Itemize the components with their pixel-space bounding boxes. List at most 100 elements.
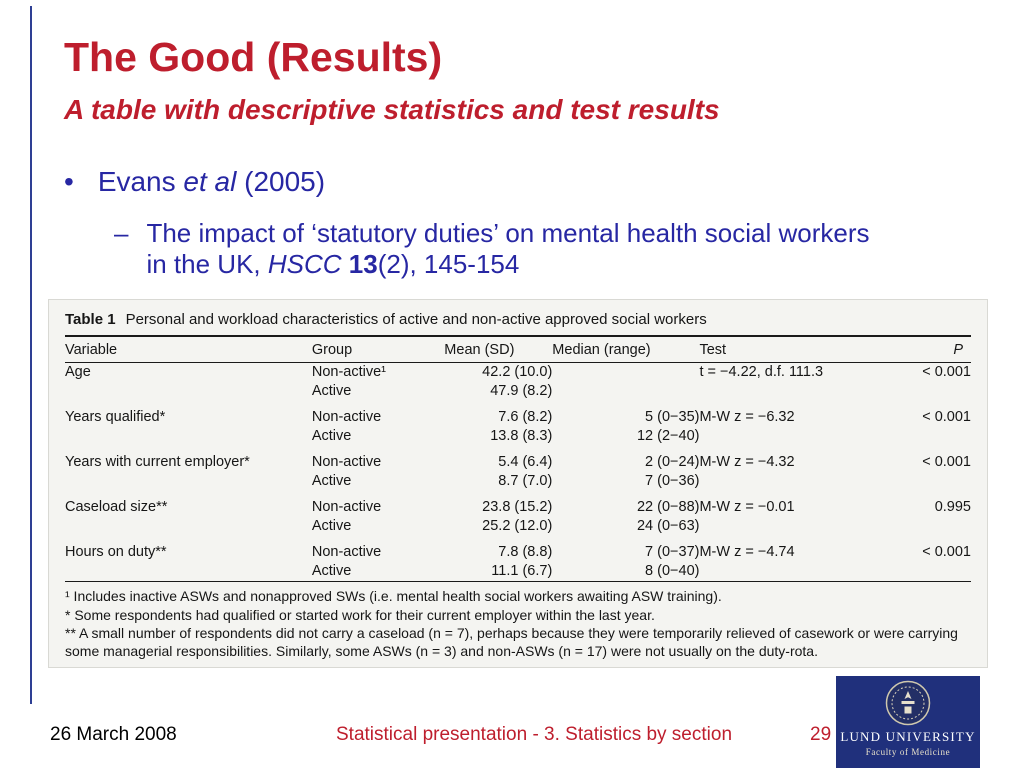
cell-test: M-W z = −4.32	[699, 454, 795, 470]
cell-p: < 0.001	[922, 544, 971, 560]
cell-p: < 0.001	[922, 364, 971, 380]
table-row: Active 11.1 (6.7) 8 (0−40)	[65, 562, 971, 582]
cell-group: Non-active	[311, 499, 382, 515]
cell-p	[890, 517, 971, 536]
table-row: Active 13.8 (8.3) 12 (2−40)	[65, 427, 971, 446]
table-caption-line: Table 1 Personal and workload characteris…	[65, 311, 971, 328]
sub-bullet-dash-icon: –	[114, 218, 129, 248]
cell-median: 24 (0−63)	[636, 518, 700, 534]
cell-median: 2 (0−24)	[645, 454, 700, 470]
sub-bullet-text: The impact of ‘statutory duties’ on ment…	[146, 218, 870, 279]
cell-test: t = −4.22, d.f. 111.3	[699, 364, 824, 380]
cell-group: Non-active	[311, 544, 382, 560]
table-row: Hours on duty** Non-active 7.8 (8.8) 7 (0−3…	[65, 536, 971, 562]
cell-group: Non-active	[311, 454, 382, 470]
cell-mean: 47.9 (8.2)	[490, 383, 553, 399]
footnote: * Some respondents had qualified or star…	[65, 606, 655, 623]
cell-p	[890, 427, 971, 446]
table-row: Years qualified* Non-active 7.6 (8.2) 5 (0−…	[65, 401, 971, 427]
cell-variable	[65, 517, 312, 536]
cell-p	[890, 472, 971, 491]
cell-variable: Years qualified*	[65, 409, 166, 425]
table-row: Active 8.7 (7.0) 7 (0−36)	[65, 472, 971, 491]
sub-bullet-item: – The impact of ‘statutory duties’ on me…	[114, 218, 886, 280]
table-figure: Table 1 Personal and workload characteris…	[48, 299, 988, 668]
cell-median: 7 (0−37)	[645, 544, 700, 560]
cell-median: 8 (0−40)	[645, 563, 700, 579]
column-header-p: P	[953, 342, 963, 358]
cell-p: 0.995	[934, 499, 971, 515]
table-row: Caseload size** Non-active 23.8 (15.2) 22 (…	[65, 491, 971, 517]
citation-et-al: et al	[183, 166, 237, 197]
column-header-median: Median (range)	[552, 342, 651, 358]
page-subtitle: A table with descriptive statistics and …	[64, 94, 720, 125]
cell-group: Non-active¹	[311, 364, 386, 380]
footnote: ¹ Includes inactive ASWs and nonapproved…	[65, 588, 722, 604]
logo-faculty-name: Faculty of Medicine	[865, 747, 951, 757]
cell-variable: Hours on duty**	[65, 544, 167, 560]
column-header-variable: Variable	[65, 342, 118, 358]
bullet-item: • Evans et al (2005)	[64, 166, 325, 198]
cell-variable: Age	[65, 364, 91, 380]
cell-mean: 5.4 (6.4)	[498, 454, 553, 470]
footnote: ** A small number of respondents did not…	[65, 625, 958, 659]
journal-abbreviation: HSCC	[267, 249, 342, 279]
cell-median: 22 (0−88)	[636, 499, 700, 515]
cell-test	[699, 517, 890, 536]
cell-variable	[65, 562, 312, 582]
cell-median: 7 (0−36)	[645, 473, 700, 489]
cell-median: 12 (2−40)	[636, 428, 700, 444]
cell-mean: 7.6 (8.2)	[498, 409, 553, 425]
cell-group: Non-active	[311, 409, 382, 425]
cell-mean: 8.7 (7.0)	[498, 473, 553, 489]
cell-variable: Years with current employer*	[65, 454, 250, 470]
column-header-test: Test	[699, 342, 727, 358]
table-caption: Personal and workload characteristics of…	[125, 311, 707, 328]
cell-p	[890, 382, 971, 401]
statistics-table: Variable Group Mean (SD) Median (range) Test…	[65, 335, 971, 582]
cell-mean: 42.2 (10.0)	[482, 364, 553, 380]
cell-variable	[65, 472, 312, 491]
cell-variable	[65, 382, 312, 401]
cell-mean: 11.1 (6.7)	[491, 563, 553, 579]
cell-test	[699, 472, 890, 491]
cell-p: < 0.001	[922, 409, 971, 425]
cell-variable: Caseload size**	[65, 499, 168, 515]
cell-test	[699, 382, 890, 401]
cell-mean: 23.8 (15.2)	[482, 499, 553, 515]
cell-test: M-W z = −4.74	[699, 544, 795, 560]
bullet-icon: •	[64, 166, 74, 197]
cell-p: < 0.001	[922, 454, 971, 470]
cell-variable	[65, 427, 312, 446]
table-header-row: Variable Group Mean (SD) Median (range) Test…	[65, 336, 971, 363]
cell-test	[699, 427, 890, 446]
cell-group: Active	[311, 428, 352, 444]
logo-university-name: LUND UNIVERSITY	[840, 729, 976, 744]
footer-page-number: 29	[810, 724, 832, 745]
footer-date: 26 March 2008	[50, 724, 177, 745]
lund-university-logo: LUND UNIVERSITY Faculty of Medicine	[836, 676, 980, 768]
cell-group: Active	[311, 518, 352, 534]
cell-group: Active	[311, 563, 352, 579]
cell-group: Active	[311, 383, 352, 399]
table-row: Age Non-active¹ 42.2 (10.0) t = −4.22, d.f.…	[65, 363, 971, 383]
table-label: Table 1	[65, 311, 116, 328]
cell-test	[699, 562, 890, 582]
footer-presentation-title: Statistical presentation - 3. Statistics…	[336, 724, 733, 745]
cell-test: M-W z = −0.01	[699, 499, 795, 515]
page-title: The Good (Results)	[64, 34, 443, 80]
cell-test: M-W z = −6.32	[699, 409, 795, 425]
cell-mean: 13.8 (8.3)	[490, 428, 553, 444]
cell-mean: 7.8 (8.8)	[498, 544, 553, 560]
cell-mean: 25.2 (12.0)	[482, 518, 553, 534]
table-row: Active 25.2 (12.0) 24 (0−63)	[65, 517, 971, 536]
lund-university-seal-icon	[885, 680, 931, 726]
journal-volume: 13	[348, 249, 378, 279]
left-accent-line	[30, 6, 32, 704]
column-header-mean: Mean (SD)	[444, 342, 515, 358]
table-body: Age Non-active¹ 42.2 (10.0) t = −4.22, d.f.…	[65, 363, 971, 582]
cell-group: Active	[311, 473, 352, 489]
table-row: Years with current employer* Non-active 5.…	[65, 446, 971, 472]
bullet-text: Evans et al (2005)	[97, 166, 326, 197]
